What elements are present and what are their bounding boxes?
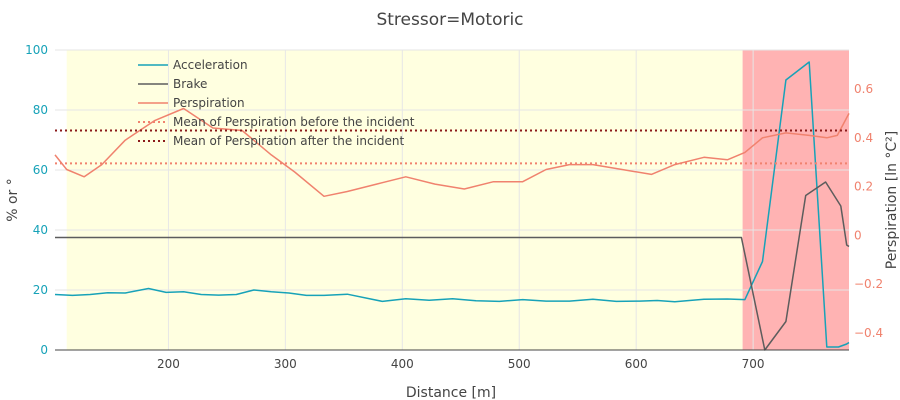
y-tick-label-left: 20 (33, 283, 48, 297)
x-tick-label: 700 (742, 357, 765, 371)
legend-item-acceleration[interactable]: Acceleration (138, 58, 248, 72)
brake-line (55, 181, 850, 351)
y-tick-label-right: 0 (854, 228, 862, 242)
perspiration-line (54, 107, 850, 198)
y-tick-label-right: 0.6 (854, 82, 873, 96)
y-tick-label-left: 80 (33, 103, 48, 117)
legend-label: Mean of Perspiration after the incident (173, 134, 404, 148)
legend-item-mean-of-perspiration-before-the-incident[interactable]: Mean of Perspiration before the incident (138, 115, 415, 129)
shaded-regions (66, 50, 849, 350)
legend-label: Acceleration (173, 58, 248, 72)
x-tick-label: 300 (274, 357, 297, 371)
legend-item-brake[interactable]: Brake (138, 77, 207, 91)
legend-item-mean-of-perspiration-after-the-incident[interactable]: Mean of Perspiration after the incident (138, 134, 404, 148)
y-tick-label-left: 60 (33, 163, 48, 177)
legend-item-perspiration[interactable]: Perspiration (138, 96, 245, 110)
x-tick-label: 200 (157, 357, 180, 371)
x-tick-label: 600 (625, 357, 648, 371)
region-incident (742, 50, 849, 350)
y-axis-label-left: % or ° (5, 178, 21, 222)
legend-label: Mean of Perspiration before the incident (173, 115, 415, 129)
chart-title: Stressor=Motoric (376, 10, 523, 30)
region-before-incident (66, 50, 743, 350)
y-tick-label-left: 100 (25, 43, 48, 57)
y-tick-label-right: −0.2 (854, 277, 883, 291)
y-tick-label-left: 0 (40, 343, 48, 357)
y-tick-label-right: 0.2 (854, 180, 873, 194)
legend-label: Brake (173, 77, 207, 91)
legend-label: Perspiration (173, 96, 245, 110)
grid (55, 49, 849, 350)
y-tick-label-right: −0.4 (854, 326, 883, 340)
x-tick-label: 500 (508, 357, 531, 371)
series-lines (54, 61, 850, 351)
acceleration-line (54, 61, 850, 348)
tick-labels: 200 300 400 500 600 700 0 20 40 60 80 100 −0.4 −0.2 0 0… (25, 43, 883, 371)
x-tick-label: 400 (391, 357, 414, 371)
legend[interactable]: Acceleration Brake Perspiration Mean of Per… (138, 58, 415, 148)
y-tick-label-left: 40 (33, 223, 48, 237)
y-axis-label-right: Perspiration [ln °C²] (884, 131, 900, 270)
x-axis-label: Distance [m] (406, 385, 496, 400)
y-tick-label-right: 0.4 (854, 131, 873, 145)
